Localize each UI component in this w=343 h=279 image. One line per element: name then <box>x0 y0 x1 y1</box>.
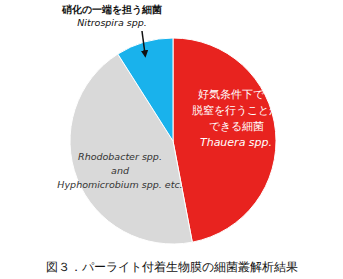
slice-label: 硝化の一端を担う細菌Nitrospira spp. <box>54 1 170 31</box>
chart: 好気条件下でも脱窒を行うことができる細菌 Thauera spp. Rhodobac… <box>0 0 343 279</box>
slice-label-line: 脱窒を行うことが <box>192 104 281 117</box>
pie <box>70 38 276 244</box>
pie-slice <box>173 38 276 242</box>
arrow <box>142 31 145 54</box>
label-box <box>54 1 170 31</box>
slice-label-line: Rhodobacter spp. <box>78 151 162 162</box>
pie-slice <box>70 54 192 244</box>
slice-label-line: Thauera spp. <box>200 136 272 149</box>
slice-label-line: 好気条件下でも <box>198 88 275 101</box>
slice-label: 好気条件下でも脱窒を行うことができる細菌 Thauera spp. <box>192 88 281 149</box>
slice-label: Rhodobacter spp. and Hyphomicrobium spp. e… <box>57 151 182 190</box>
slice-label-line: Nitrospira spp. <box>77 17 147 28</box>
title: 図３．パーライト付着生物膜の細菌叢解析結果 <box>46 260 298 274</box>
slice-label-line: できる細菌 <box>209 120 264 133</box>
slice-label-line: 硝化の一端を担う細菌 <box>61 4 162 16</box>
slice-label-line: and <box>111 165 130 176</box>
slice-label-line: Hyphomicrobium spp. etc. <box>57 179 182 190</box>
